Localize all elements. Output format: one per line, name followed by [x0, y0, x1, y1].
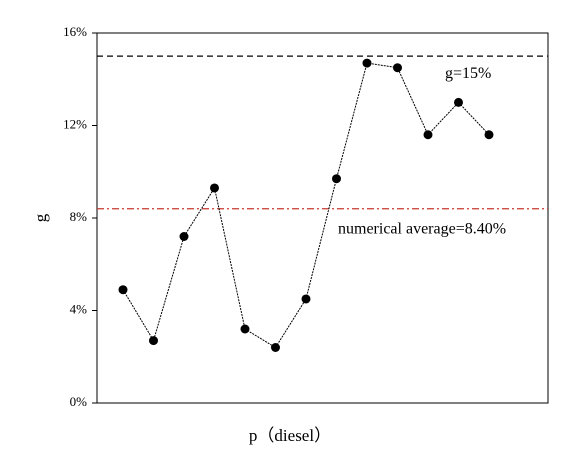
- y-tick-label: 8%: [70, 209, 88, 224]
- data-point: [454, 97, 463, 107]
- x-axis-label: p（diesel）: [249, 426, 331, 445]
- y-tick-label: 4%: [70, 301, 88, 316]
- y-tick-label: 12%: [63, 116, 87, 131]
- data-point: [210, 183, 219, 193]
- data-point: [332, 174, 341, 184]
- data-point: [362, 58, 372, 68]
- data-point: [179, 232, 189, 241]
- data-point: [423, 130, 433, 140]
- data-point: [484, 130, 494, 140]
- reference-label: numerical average=8.40%: [338, 220, 506, 237]
- data-point: [118, 285, 128, 295]
- data-point: [240, 324, 250, 334]
- y-tick-label: 16%: [63, 24, 87, 39]
- data-line: [122, 62, 490, 349]
- data-point: [301, 294, 311, 304]
- y-tick-label: 0%: [70, 394, 88, 409]
- data-point: [393, 63, 402, 73]
- plot-frame: [96, 32, 549, 404]
- y-axis-label: g: [31, 213, 50, 222]
- data-point: [149, 336, 158, 346]
- reference-label: g=15%: [445, 65, 491, 82]
- data-point: [271, 343, 280, 352]
